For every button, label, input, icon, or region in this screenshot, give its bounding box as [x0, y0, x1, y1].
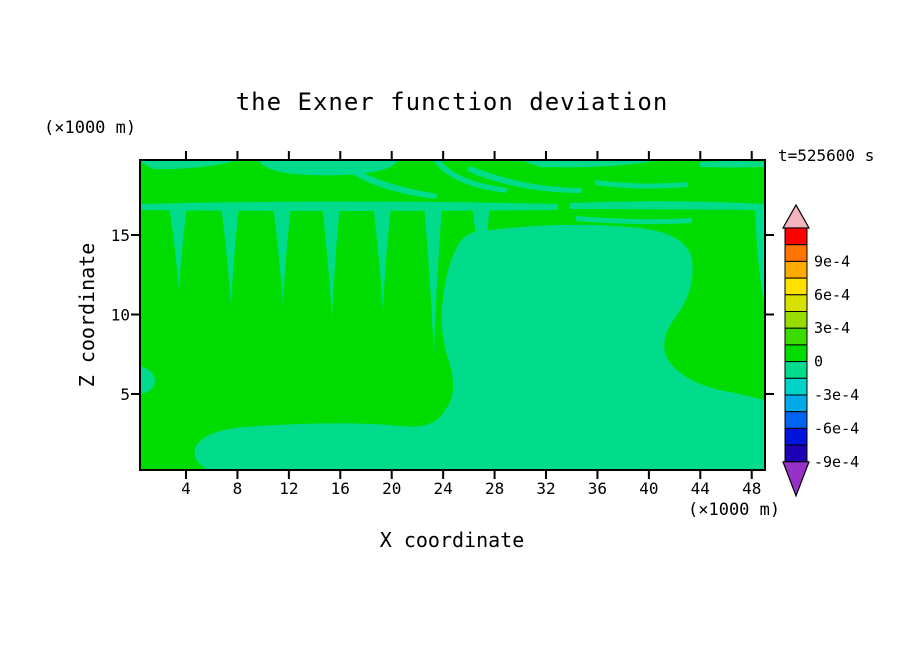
- contour-patch: [755, 210, 765, 306]
- contour-patch: [373, 206, 391, 311]
- x-tick-label: 24: [434, 479, 453, 498]
- colorbar-label: 6e-4: [814, 286, 850, 304]
- time-annotation: t=525600 s: [778, 146, 875, 165]
- x-tick-label: 40: [639, 479, 658, 498]
- colorbar-bottom-arrow: [782, 461, 810, 498]
- colorbar-top-arrow: [781, 203, 811, 229]
- contour-patch: [424, 206, 442, 356]
- colorbar-label: 3e-4: [814, 319, 850, 337]
- colorbar-band: [784, 411, 808, 429]
- contour-patch: [520, 160, 660, 168]
- colorbar-label: 9e-4: [814, 252, 850, 270]
- x-tick-label: 16: [331, 479, 350, 498]
- y-tick-label: 10: [111, 306, 130, 325]
- colorbar-band: [784, 294, 808, 312]
- x-tick-label: 28: [485, 479, 504, 498]
- x-tick-label: 8: [233, 479, 243, 498]
- colorbar-band: [784, 244, 808, 262]
- colorbar-label: -9e-4: [814, 453, 859, 471]
- contour-patch: [140, 366, 155, 394]
- contour-patch: [340, 162, 438, 199]
- contour-patch: [258, 160, 398, 176]
- y-tick-label: 5: [120, 385, 130, 404]
- colorbar-band: [784, 361, 808, 379]
- contour-patch: [221, 206, 239, 306]
- colorbar-band: [784, 311, 808, 329]
- x-axis-title: X coordinate: [379, 528, 525, 552]
- contour-patch: [140, 201, 558, 211]
- colorbar-band: [784, 227, 808, 246]
- contour-patch: [570, 201, 765, 210]
- colorbar-label: -3e-4: [814, 386, 859, 404]
- x-tick-label: 48: [742, 479, 761, 498]
- contour-patch: [433, 160, 508, 193]
- colorbar-band: [784, 260, 808, 279]
- contour-patch: [700, 161, 765, 168]
- x-tick-label: 44: [691, 479, 710, 498]
- colorbar-label: -6e-4: [814, 419, 859, 437]
- contour-patch: [576, 216, 692, 225]
- colorbar-band: [784, 427, 808, 446]
- colorbar-band: [784, 327, 808, 346]
- x-tick-label: 12: [279, 479, 298, 498]
- contour-patch: [194, 224, 765, 470]
- x-tick-label: 4: [181, 479, 191, 498]
- contour-patch: [467, 166, 582, 193]
- contour-patch: [140, 160, 238, 170]
- contour-patch: [595, 180, 688, 189]
- colorbar-band: [784, 344, 808, 363]
- x-axis-unit-label: (×1000 m): [688, 500, 781, 520]
- colorbar-band: [784, 394, 808, 413]
- contour-field: [140, 160, 765, 470]
- colorbar-label: 0: [814, 353, 823, 371]
- contour-patch: [322, 206, 340, 318]
- colorbar-band: [784, 277, 808, 296]
- y-axis-unit-label: (×1000 m): [44, 118, 137, 138]
- x-tick-label: 32: [536, 479, 555, 498]
- colorbar-band: [784, 444, 808, 463]
- colorbar-band: [784, 377, 808, 396]
- contour-patch: [273, 206, 291, 306]
- y-tick-label: 15: [111, 226, 130, 245]
- x-tick-label: 20: [382, 479, 401, 498]
- contour-patch: [169, 206, 187, 291]
- x-tick-label: 36: [588, 479, 607, 498]
- plot-title: the Exner function deviation: [235, 88, 669, 116]
